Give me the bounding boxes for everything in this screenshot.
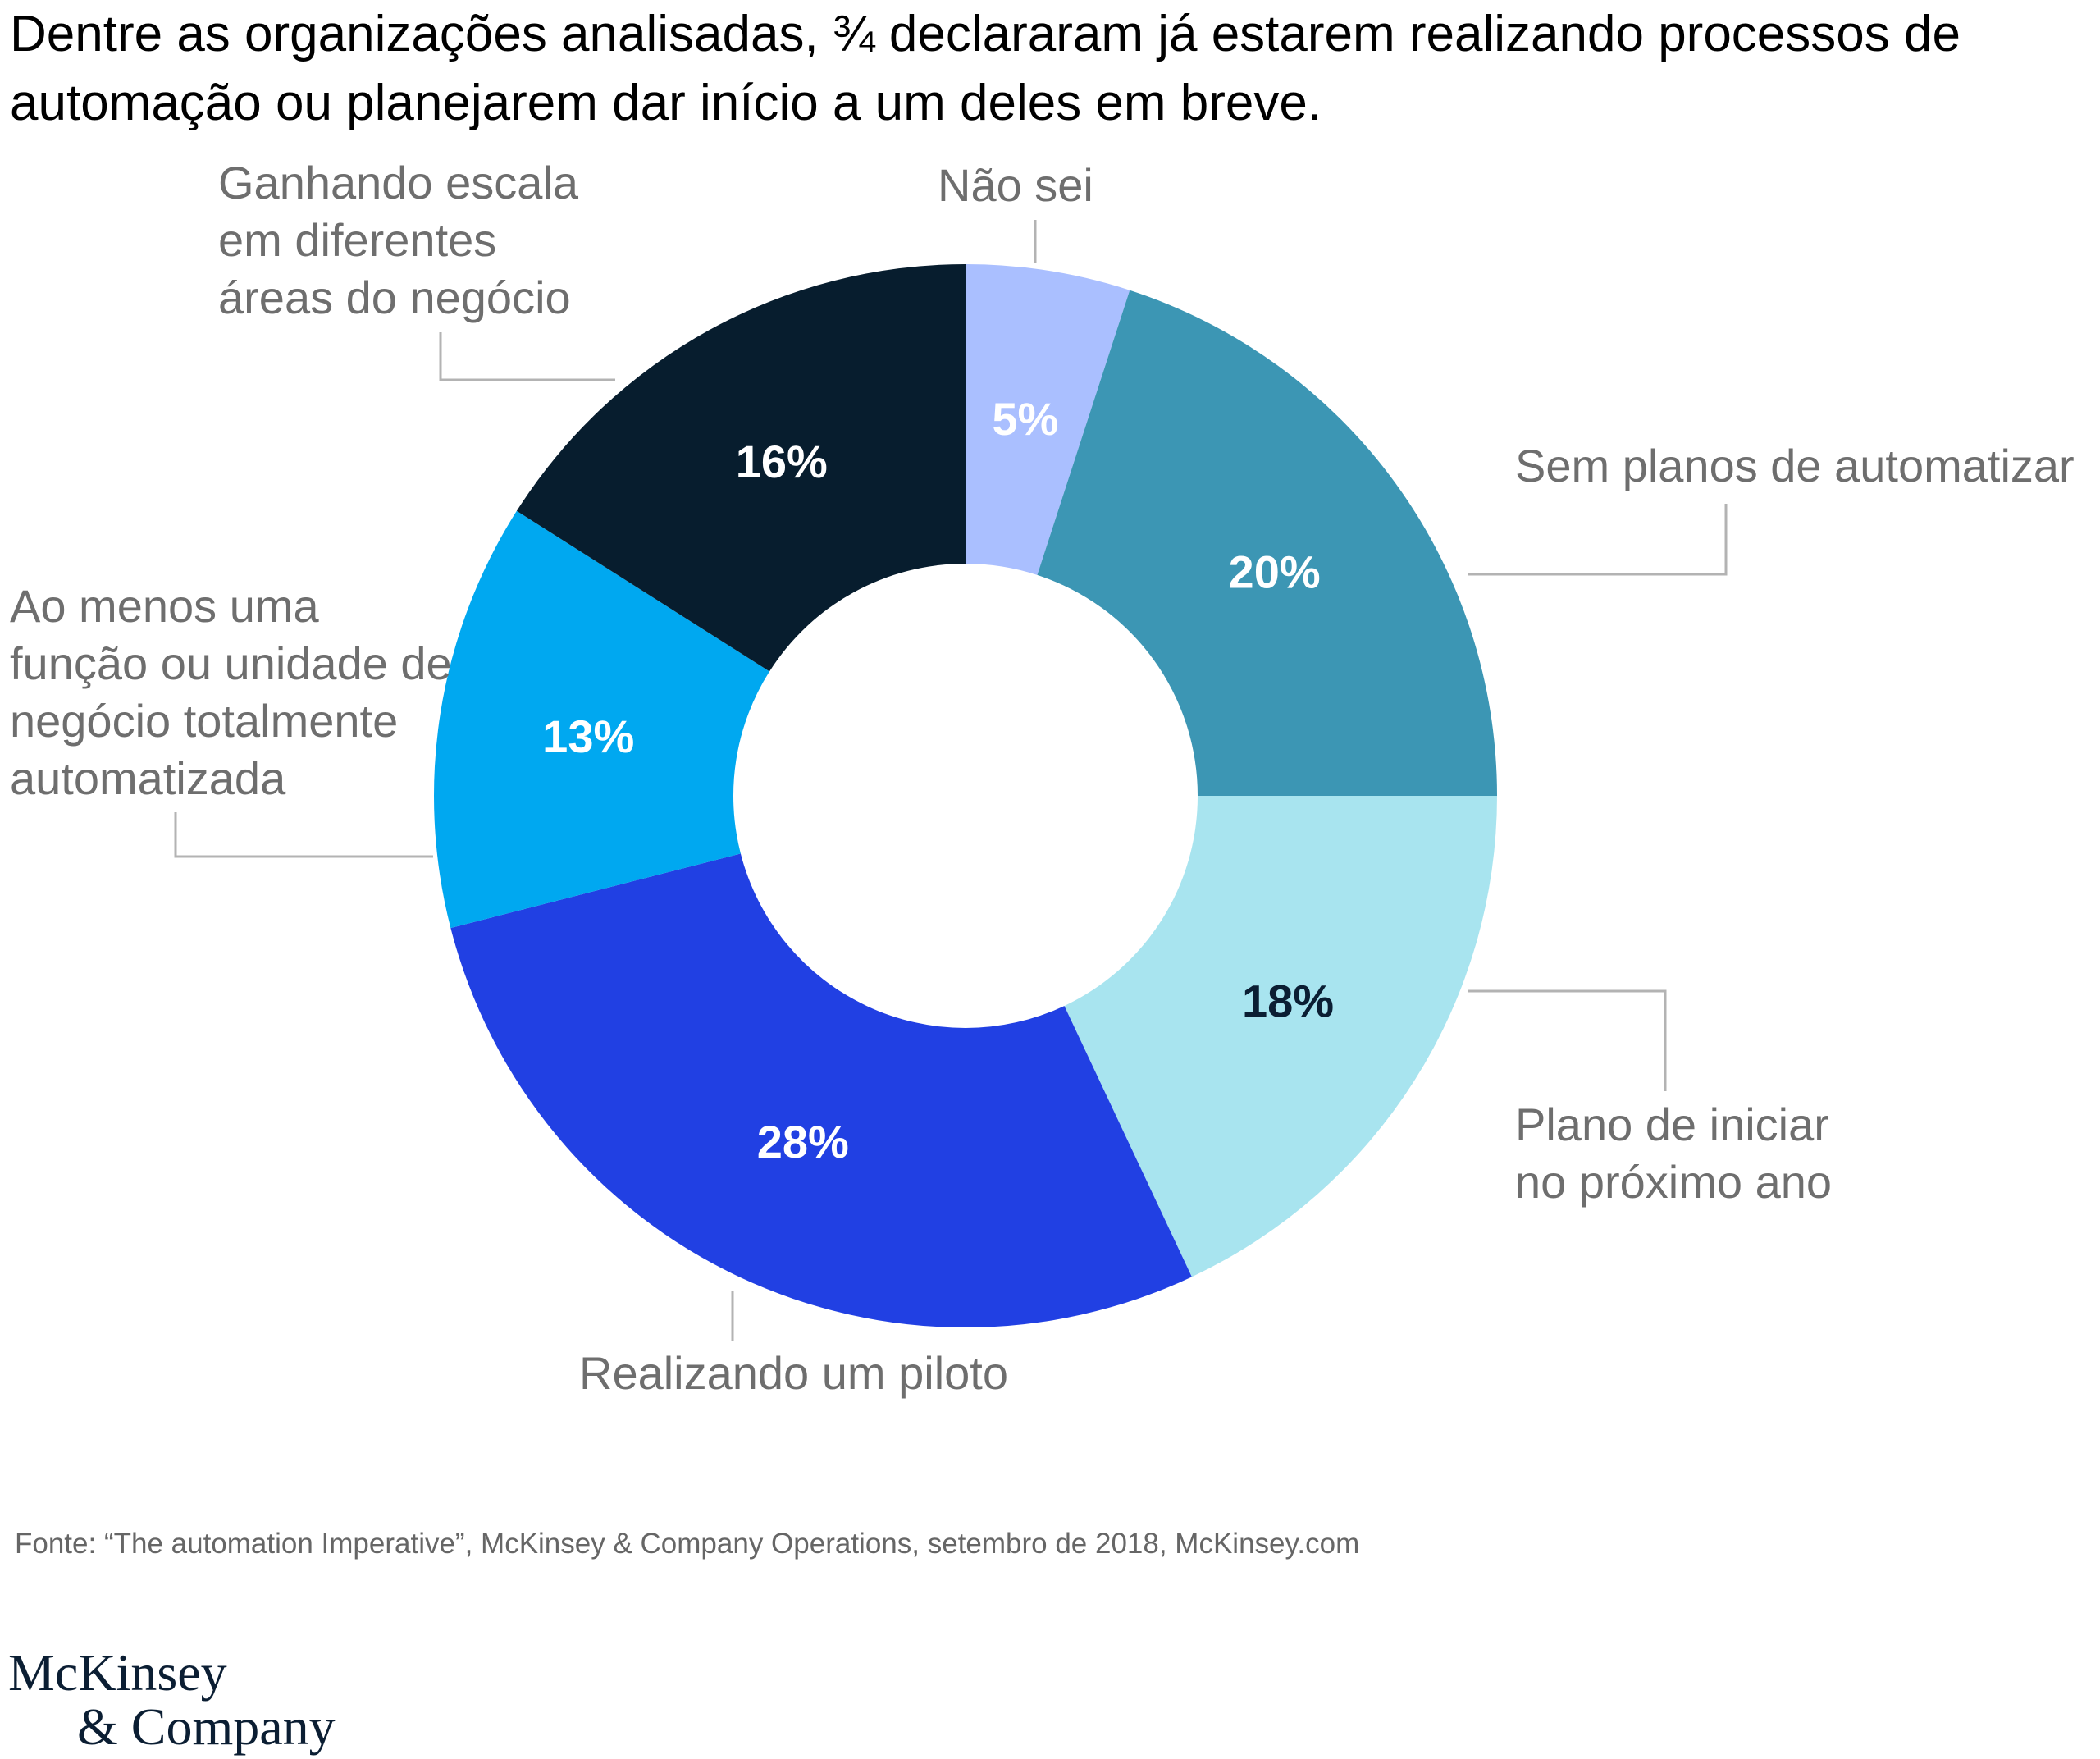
slice-plano-de-iniciar bbox=[1064, 796, 1497, 1277]
logo-line-2: & Company bbox=[77, 1697, 336, 1756]
logo-line-1: McKinsey bbox=[8, 1643, 227, 1702]
leader-line-plano-de-iniciar bbox=[1468, 989, 1667, 1091]
leader-line-ganhando-escala bbox=[439, 332, 615, 381]
category-labels: Não sei Sem planos de automatizar Plano de… bbox=[10, 157, 2075, 1399]
data-label-realizando-piloto: 28% bbox=[757, 1116, 849, 1167]
leader-lines bbox=[174, 220, 1728, 1341]
donut-slices bbox=[434, 264, 1497, 1328]
category-label-sem-planos: Sem planos de automatizar bbox=[1515, 440, 2075, 491]
category-label-nao-sei: Não sei bbox=[938, 159, 1093, 211]
chart-title: Dentre as organizações analisadas, ¾ dec… bbox=[10, 6, 1961, 131]
slice-realizando-piloto bbox=[450, 853, 1192, 1328]
leader-line-ao-menos-uma bbox=[174, 812, 433, 858]
donut-chart: 5% 20% 18% 28% 13% 16% Não sei Sem planos de a… bbox=[10, 157, 2075, 1399]
slice-sem-planos bbox=[1037, 290, 1497, 797]
category-label-ao-menos-uma: Ao menos uma função ou unidade de negócio … bbox=[10, 580, 452, 804]
leader-line-sem-planos bbox=[1468, 504, 1728, 576]
category-label-ganhando-escala: Ganhando escala em diferentes áreas do neg… bbox=[218, 157, 579, 323]
data-label-sem-planos: 20% bbox=[1229, 546, 1321, 597]
slice-nao-sei bbox=[966, 264, 1130, 575]
slice-ao-menos-uma bbox=[434, 510, 770, 929]
data-label-nao-sei: 5% bbox=[992, 393, 1058, 445]
category-label-realizando-piloto: Realizando um piloto bbox=[579, 1347, 1008, 1399]
data-label-ganhando-escala: 16% bbox=[736, 436, 828, 487]
data-label-ao-menos-uma: 13% bbox=[542, 710, 634, 762]
data-label-plano-de-iniciar: 18% bbox=[1242, 975, 1334, 1026]
category-label-plano-de-iniciar: Plano de iniciar no próximo ano bbox=[1515, 1099, 1832, 1208]
percentage-labels: 5% 20% 18% 28% 13% 16% bbox=[542, 393, 1334, 1167]
mckinsey-logo: McKinsey & Company bbox=[8, 1646, 336, 1754]
source-note: Fonte: “The automation Imperative”, McKi… bbox=[15, 1528, 1360, 1560]
slice-ganhando-escala bbox=[516, 264, 966, 672]
